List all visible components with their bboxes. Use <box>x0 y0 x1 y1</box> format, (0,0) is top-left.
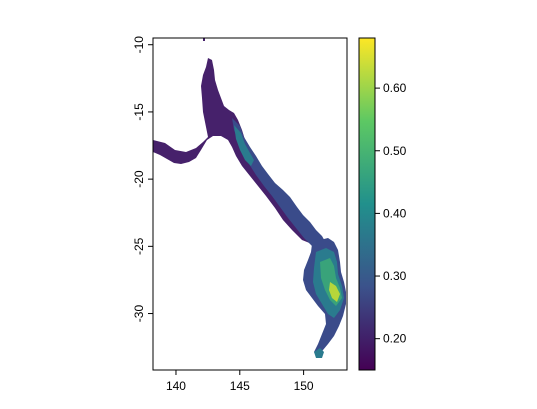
y-tick-label: -25 <box>132 237 146 255</box>
colorbar <box>359 38 375 370</box>
colorbar-ticks: 0.20 0.30 0.40 0.50 0.60 <box>375 81 407 346</box>
y-tick-label: -20 <box>132 170 146 188</box>
x-axis: 140 145 150 <box>166 370 314 393</box>
x-tick-label: 145 <box>230 379 250 393</box>
y-axis: -10 -15 -20 -25 -30 <box>132 36 153 322</box>
colorbar-tick-label: 0.30 <box>383 269 407 283</box>
x-tick-label: 140 <box>166 379 186 393</box>
y-tick-label: -30 <box>132 305 146 323</box>
y-tick-label: -10 <box>132 36 146 54</box>
colorbar-tick-label: 0.50 <box>383 144 407 158</box>
raster-region-central <box>232 118 326 250</box>
y-tick-label: -15 <box>132 103 146 121</box>
plot-frame <box>153 38 347 370</box>
colorbar-tick-label: 0.40 <box>383 206 407 220</box>
colorbar-tick-label: 0.60 <box>383 81 407 95</box>
x-tick-label: 150 <box>294 379 314 393</box>
raster-layer <box>153 38 346 358</box>
colorbar-tick-label: 0.20 <box>383 332 407 346</box>
